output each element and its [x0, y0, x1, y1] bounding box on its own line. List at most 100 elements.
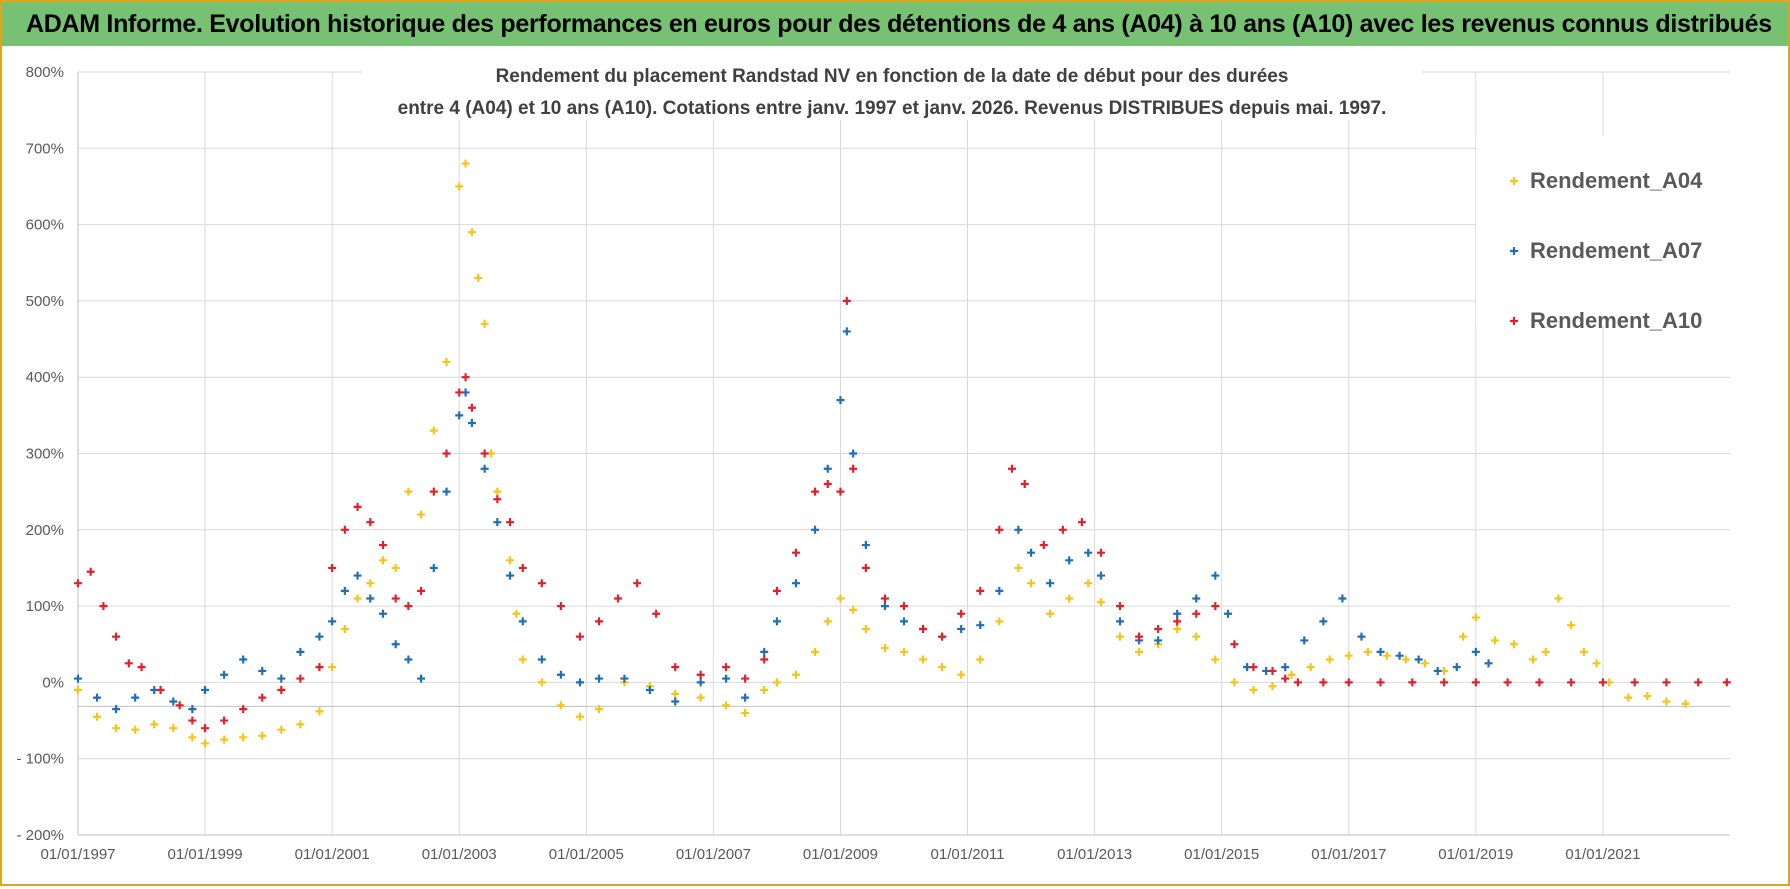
data-point-Rendement_A07 — [467, 418, 476, 427]
data-point-Rendement_A10 — [811, 487, 820, 496]
data-point-Rendement_A04 — [150, 720, 159, 729]
x-tick-label: 01/01/2015 — [1184, 846, 1259, 863]
data-point-Rendement_A07 — [480, 464, 489, 473]
data-point-Rendement_A04 — [506, 556, 515, 565]
data-point-Rendement_A04 — [556, 701, 565, 710]
data-point-Rendement_A07 — [131, 693, 140, 702]
data-point-Rendement_A04 — [93, 712, 102, 721]
data-point-Rendement_A10 — [791, 548, 800, 557]
data-point-Rendement_A04 — [353, 594, 362, 603]
data-point-Rendement_A10 — [633, 579, 642, 588]
data-point-Rendement_A10 — [442, 449, 451, 458]
data-point-Rendement_A04 — [1014, 563, 1023, 572]
data-point-Rendement_A10 — [995, 525, 1004, 534]
data-point-Rendement_A10 — [417, 586, 426, 595]
data-point-Rendement_A10 — [1249, 663, 1258, 672]
data-point-Rendement_A10 — [493, 495, 502, 504]
chart-title-background — [362, 52, 1422, 120]
series-Rendement_A10 — [74, 296, 1731, 733]
data-point-Rendement_A10 — [340, 525, 349, 534]
data-point-Rendement_A04 — [976, 655, 985, 664]
data-point-Rendement_A04 — [442, 357, 451, 366]
legend-background — [1476, 136, 1730, 326]
data-point-Rendement_A10 — [1281, 674, 1290, 683]
data-point-Rendement_A04 — [315, 707, 324, 716]
data-point-Rendement_A10 — [836, 487, 845, 496]
series-Rendement_A07 — [74, 327, 1493, 714]
data-point-Rendement_A04 — [1471, 613, 1480, 622]
data-point-Rendement_A10 — [842, 296, 851, 305]
data-point-Rendement_A10 — [1598, 678, 1607, 687]
data-point-Rendement_A10 — [1535, 678, 1544, 687]
data-point-Rendement_A10 — [575, 632, 584, 641]
data-point-Rendement_A04 — [366, 579, 375, 588]
x-tick-label: 01/01/2013 — [1057, 846, 1132, 863]
data-point-Rendement_A07 — [741, 693, 750, 702]
data-point-Rendement_A04 — [429, 426, 438, 435]
y-tick-label: - 200% — [16, 827, 64, 844]
chart-title-line-1: Rendement du placement Randstad NV en fo… — [496, 66, 1289, 87]
data-point-Rendement_A04 — [512, 609, 521, 618]
data-point-Rendement_A07 — [861, 541, 870, 550]
data-point-Rendement_A04 — [575, 712, 584, 721]
data-point-Rendement_A07 — [849, 449, 858, 458]
legend-marker-Rendement_A04 — [1510, 177, 1518, 185]
data-point-Rendement_A10 — [849, 464, 858, 473]
data-point-Rendement_A10 — [315, 663, 324, 672]
data-point-Rendement_A10 — [258, 693, 267, 702]
data-point-Rendement_A07 — [1173, 609, 1182, 618]
data-point-Rendement_A10 — [1293, 678, 1302, 687]
data-point-Rendement_A04 — [493, 487, 502, 496]
data-point-Rendement_A10 — [124, 659, 133, 668]
data-point-Rendement_A10 — [1154, 624, 1163, 633]
data-point-Rendement_A10 — [1008, 464, 1017, 473]
chart-area: 800% 700% 600% 500% 400% 300% 200% 100% 0% - 100%… — [2, 48, 1788, 884]
data-point-Rendement_A04 — [455, 182, 464, 191]
data-point-Rendement_A04 — [1490, 636, 1499, 645]
data-point-Rendement_A10 — [1211, 602, 1220, 611]
data-point-Rendement_A10 — [595, 617, 604, 626]
data-point-Rendement_A04 — [1249, 686, 1258, 695]
data-point-Rendement_A10 — [823, 480, 832, 489]
data-point-Rendement_A10 — [741, 674, 750, 683]
data-point-Rendement_A04 — [112, 724, 121, 733]
data-point-Rendement_A04 — [1459, 632, 1468, 641]
data-point-Rendement_A04 — [1401, 655, 1410, 664]
data-point-Rendement_A07 — [1471, 647, 1480, 656]
data-point-Rendement_A10 — [556, 602, 565, 611]
y-tick-label: - 100% — [16, 751, 64, 768]
data-point-Rendement_A07 — [74, 674, 82, 683]
data-point-Rendement_A04 — [1509, 640, 1518, 649]
data-point-Rendement_A04 — [861, 624, 870, 633]
data-point-Rendement_A07 — [391, 640, 400, 649]
data-point-Rendement_A04 — [823, 617, 832, 626]
y-tick-label: 600% — [26, 217, 64, 234]
x-tick-label: 01/01/1999 — [168, 846, 243, 863]
data-point-Rendement_A07 — [442, 487, 451, 496]
data-point-Rendement_A10 — [277, 686, 286, 695]
data-point-Rendement_A04 — [811, 647, 820, 656]
data-point-Rendement_A07 — [1027, 548, 1036, 557]
data-point-Rendement_A04 — [1230, 678, 1239, 687]
data-point-Rendement_A10 — [652, 609, 661, 618]
data-point-Rendement_A07 — [340, 586, 349, 595]
data-point-Rendement_A10 — [137, 663, 146, 672]
data-point-Rendement_A10 — [366, 518, 375, 527]
legend-marker-Rendement_A07 — [1510, 247, 1518, 255]
chart-title-line-2: entre 4 (A04) et 10 ans (A10). Cotations… — [398, 98, 1387, 119]
data-point-Rendement_A10 — [1173, 617, 1182, 626]
data-point-Rendement_A07 — [957, 624, 966, 633]
data-point-Rendement_A07 — [696, 678, 705, 687]
data-point-Rendement_A04 — [772, 678, 781, 687]
data-point-Rendement_A04 — [957, 670, 966, 679]
data-point-Rendement_A04 — [836, 594, 845, 603]
data-point-Rendement_A10 — [614, 594, 623, 603]
data-point-Rendement_A07 — [493, 518, 502, 527]
data-point-Rendement_A07 — [1014, 525, 1023, 534]
data-point-Rendement_A10 — [378, 541, 387, 550]
data-point-Rendement_A04 — [760, 686, 769, 695]
data-point-Rendement_A04 — [169, 724, 178, 733]
data-point-Rendement_A10 — [175, 701, 184, 710]
data-point-Rendement_A04 — [467, 228, 476, 237]
data-point-Rendement_A07 — [1211, 571, 1220, 580]
